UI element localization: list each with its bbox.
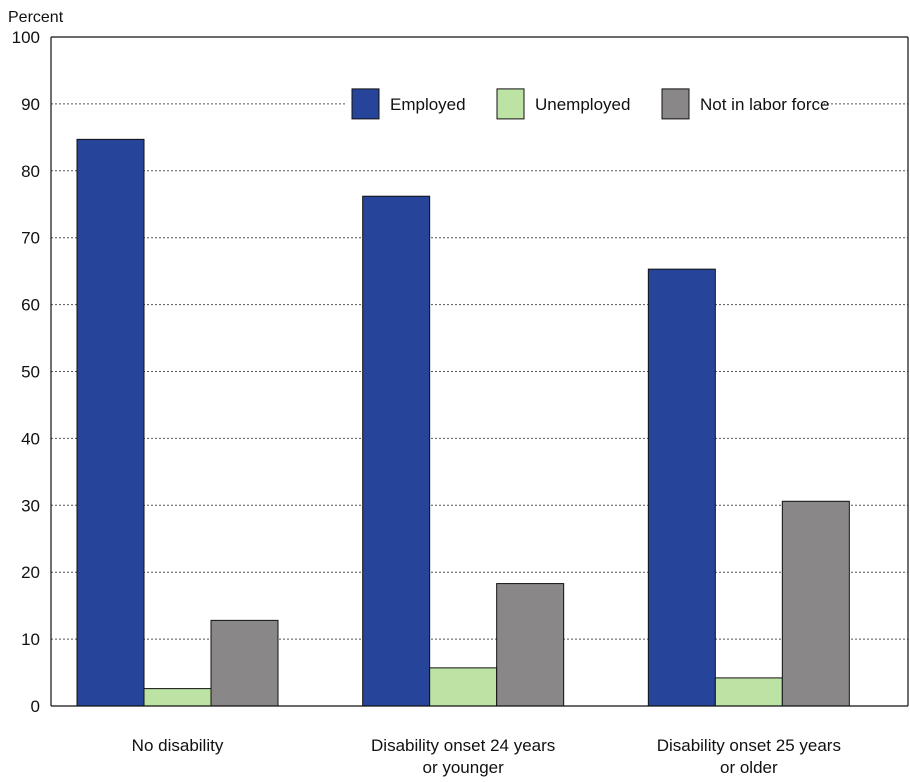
legend-background [346, 85, 824, 122]
legend: Employed Unemployed Not in labor force [346, 85, 829, 122]
legend-label: Employed [390, 95, 466, 114]
y-tick-label: 60 [21, 296, 40, 315]
legend-swatch [661, 88, 690, 120]
y-tick-label: 90 [21, 95, 40, 114]
bar-not-in-labor-force [781, 500, 850, 707]
bar-not-in-labor-force [210, 619, 279, 707]
y-tick-label: 80 [21, 162, 40, 181]
bar-unemployed [143, 688, 212, 707]
x-category-label-line: Disability onset 24 years [371, 736, 555, 755]
bar-not-in-labor-force [496, 583, 565, 707]
legend-label: Unemployed [535, 95, 630, 114]
legend-swatch [496, 88, 525, 120]
x-category-label: No disability [132, 736, 224, 755]
bars [76, 138, 850, 707]
x-category-label-line: No disability [132, 736, 224, 755]
x-category-label: Disability onset 25 years or older [657, 736, 841, 777]
legend-label: Not in labor force [700, 95, 829, 114]
x-category-label-line: Disability onset 25 years [657, 736, 841, 755]
bar-employed [362, 195, 431, 707]
y-tick-label: 30 [21, 496, 40, 515]
bar-employed [647, 268, 716, 707]
y-tick-label: 100 [12, 28, 40, 47]
gridlines [51, 103, 908, 640]
x-category-label: Disability onset 24 years or younger [371, 736, 555, 777]
x-category-label-line: or younger [423, 758, 505, 777]
y-tick-label: 70 [21, 229, 40, 248]
axes [50, 36, 909, 707]
bar-employed [76, 138, 145, 707]
y-tick-label: 0 [31, 697, 40, 716]
bar-unemployed [714, 677, 783, 707]
legend-swatch [351, 88, 380, 120]
y-tick-label: 50 [21, 363, 40, 382]
x-category-label-line: or older [720, 758, 778, 777]
labels: 0 10 20 30 40 50 60 70 80 90 100 No disability Disab… [12, 28, 841, 777]
bar-unemployed [429, 667, 498, 707]
y-axis-title: Percent [8, 9, 64, 26]
y-tick-label: 10 [21, 630, 40, 649]
y-tick-label: 40 [21, 429, 40, 448]
y-tick-label: 20 [21, 563, 40, 582]
